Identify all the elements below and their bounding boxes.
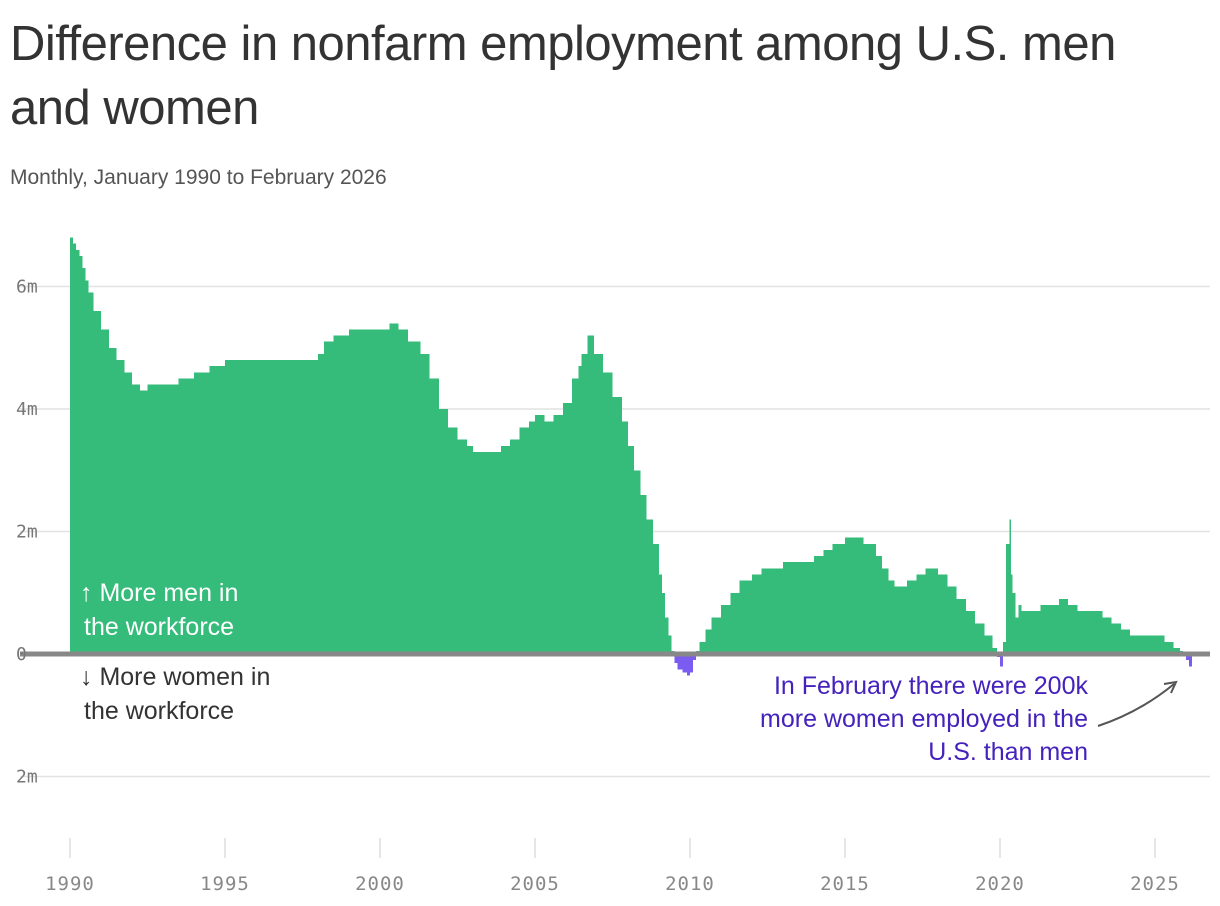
annotation-more-women-line1: ↓ More women in bbox=[80, 663, 270, 691]
x-tick-label: 2005 bbox=[510, 873, 560, 895]
chart-subtitle: Monthly, January 1990 to February 2026 bbox=[10, 166, 387, 189]
y-tick-label: 2m bbox=[16, 522, 38, 543]
annotation-february-line2: more women employed in the bbox=[760, 705, 1088, 733]
annotation-arrow bbox=[1097, 683, 1175, 727]
annotation-february-line1: In February there were 200k bbox=[774, 672, 1089, 700]
axis-ticks: 6m 4m 2m 0 2m 1990 1995 2000 2005 2010 2015 2020 202… bbox=[16, 277, 1180, 896]
annotation-arrowhead bbox=[1163, 680, 1178, 694]
annotation-more-men-line1: ↑ More men in bbox=[80, 579, 238, 607]
annotation-more-women-line2: the workforce bbox=[84, 697, 234, 725]
men-area bbox=[70, 237, 1183, 654]
x-tick-label: 1995 bbox=[200, 873, 250, 895]
y-tick-label: 4m bbox=[16, 399, 38, 420]
area-layer bbox=[20, 237, 1210, 676]
x-tick-label: 2025 bbox=[1130, 873, 1180, 895]
y-tick-label: 6m bbox=[16, 277, 38, 298]
x-tick-label: 2015 bbox=[820, 873, 870, 895]
x-tick-label: 2020 bbox=[975, 873, 1025, 895]
x-tick-label: 2000 bbox=[355, 873, 405, 895]
y-tick-label: 0 bbox=[16, 644, 27, 665]
chart-title: Difference in nonfarm employment among U… bbox=[10, 17, 1116, 135]
annotation-more-men-line2: the workforce bbox=[84, 613, 234, 641]
y-tick-label: 2m bbox=[16, 767, 38, 788]
annotation-february-line3: U.S. than men bbox=[928, 738, 1088, 766]
x-tick-label: 1990 bbox=[45, 873, 95, 895]
x-tick-label: 2010 bbox=[665, 873, 715, 895]
